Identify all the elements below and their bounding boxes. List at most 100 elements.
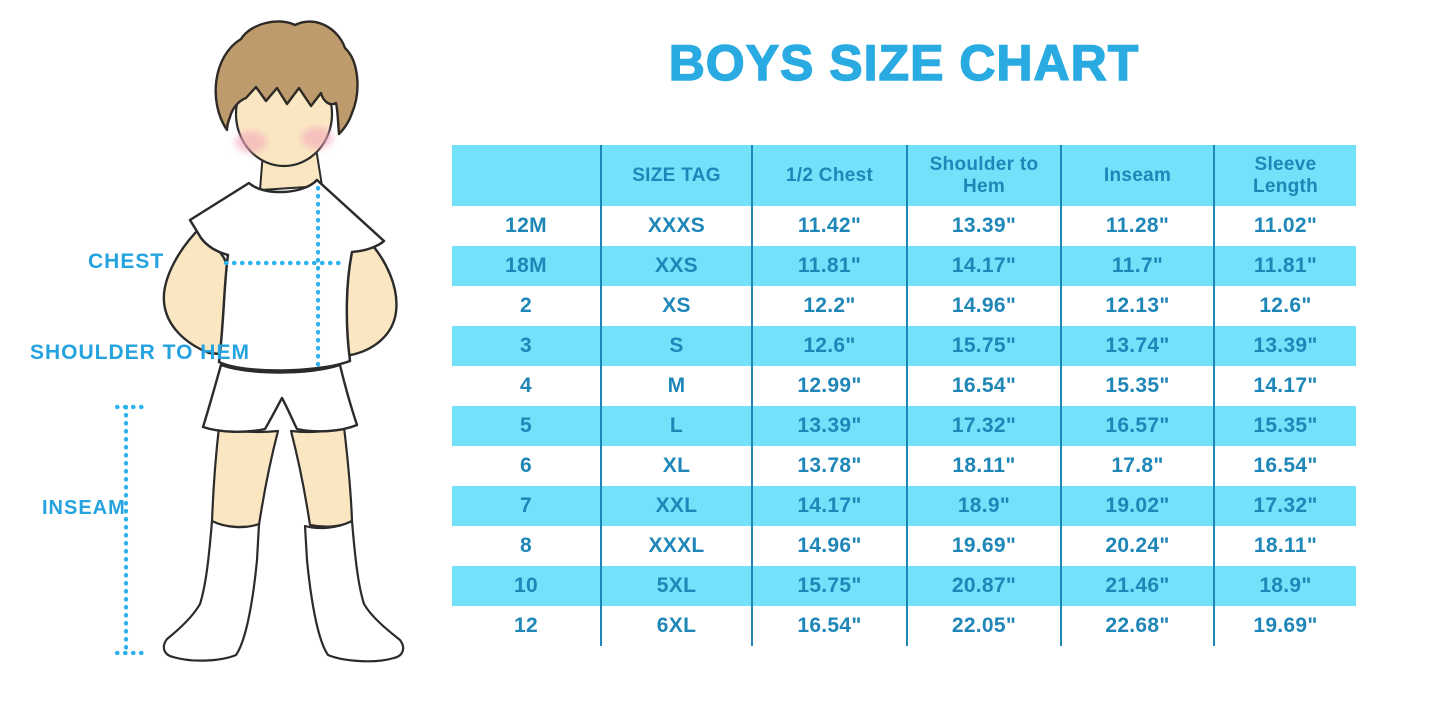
table-cell: 18.9": [908, 486, 1062, 526]
col-header-blank: [452, 145, 602, 206]
col-header-inseam: Inseam: [1062, 145, 1215, 206]
table-cell: 17.32": [908, 406, 1062, 446]
table-cell: 10: [452, 566, 602, 606]
table-cell: L: [602, 406, 753, 446]
table-cell: 17.8": [1062, 446, 1215, 486]
table-cell: 5XL: [602, 566, 753, 606]
inseam-label: INSEAM: [42, 497, 126, 519]
table-cell: 20.24": [1062, 526, 1215, 566]
table-row: 18M XXS 11.81" 14.17" 11.7" 11.81": [452, 246, 1356, 286]
col-header-sleeve-length: Sleeve Length: [1252, 153, 1319, 197]
table-row: 12 6XL 16.54" 22.05" 22.68" 19.69": [452, 606, 1356, 646]
table-cell: 12.6": [753, 326, 908, 366]
table-cell: 18.9": [1259, 574, 1312, 597]
shorts: [201, 363, 359, 433]
table-row: 5 L 13.39" 17.32" 16.57" 15.35": [452, 406, 1356, 446]
table-cell: XXL: [602, 486, 753, 526]
table-cell: 12.99": [753, 366, 908, 406]
table-cell: 20.87": [908, 566, 1062, 606]
table-row: 3 S 12.6" 15.75" 13.74" 13.39": [452, 326, 1356, 366]
table-cell: 11.81": [753, 246, 908, 286]
table-cell: 19.69": [908, 526, 1062, 566]
table-cell: 14.17": [753, 486, 908, 526]
table-cell: 13.39": [908, 206, 1062, 246]
col-header-half-chest: 1/2 Chest: [753, 145, 908, 206]
table-cell: 16.54": [908, 366, 1062, 406]
left-leg: [210, 425, 280, 529]
table-cell: 12M: [452, 206, 602, 246]
right-sock: [303, 519, 405, 663]
table-cell: 15.35": [1062, 366, 1215, 406]
table-cell: 14.17": [1253, 374, 1318, 397]
table-cell: 11.42": [753, 206, 908, 246]
chest-label: CHEST: [88, 250, 165, 273]
table-row: 7 XXL 14.17" 18.9" 19.02" 17.32": [452, 486, 1356, 526]
table-cell: 6XL: [602, 606, 753, 646]
table-cell: 14.96": [753, 526, 908, 566]
table-cell: 13.74": [1062, 326, 1215, 366]
table-cell: 13.39": [753, 406, 908, 446]
table-cell: 16.57": [1062, 406, 1215, 446]
table-cell: 11.02": [1253, 214, 1318, 237]
hair: [214, 20, 359, 136]
size-table: SIZE TAG 1/2 Chest Shoulder to Hem Insea…: [452, 145, 1356, 646]
table-cell: 14.17": [908, 246, 1062, 286]
left-cheek-blush: [235, 131, 267, 153]
table-row: 2 XS 12.2" 14.96" 12.13" 12.6": [452, 286, 1356, 326]
table-cell: 3: [452, 326, 602, 366]
table-cell: 7: [452, 486, 602, 526]
table-cell: XXS: [602, 246, 753, 286]
table-cell: XS: [602, 286, 753, 326]
table-cell: 13.39": [1253, 334, 1318, 357]
table-cell: 8: [452, 526, 602, 566]
shoulder-to-hem-label: SHOULDER TO HEM: [30, 341, 250, 364]
table-cell: 11.81": [1253, 254, 1318, 277]
table-cell: 18.11": [1253, 534, 1318, 557]
table-cell: M: [602, 366, 753, 406]
table-cell: S: [602, 326, 753, 366]
table-cell: 12.13": [1062, 286, 1215, 326]
right-cheek-blush: [301, 127, 333, 149]
table-cell: 11.7": [1062, 246, 1215, 286]
table-cell: 12.6": [1259, 294, 1312, 317]
table-cell: XXXS: [602, 206, 753, 246]
boy-figure-svg: [114, 20, 405, 663]
table-cell: 6: [452, 446, 602, 486]
table-cell: 5: [452, 406, 602, 446]
table-cell: 2: [452, 286, 602, 326]
table-cell: XXXL: [602, 526, 753, 566]
table-cell: 22.05": [908, 606, 1062, 646]
table-cell: 12: [452, 606, 602, 646]
table-cell: 16.54": [753, 606, 908, 646]
table-cell: 13.78": [753, 446, 908, 486]
col-header-size-tag: SIZE TAG: [602, 145, 753, 206]
table-row: 8 XXXL 14.96" 19.69" 20.24" 18.11": [452, 526, 1356, 566]
table-cell: 15.35": [1253, 414, 1318, 437]
table-cell: 17.32": [1253, 494, 1318, 517]
table-row: 12M XXXS 11.42" 13.39" 11.28" 11.02": [452, 206, 1356, 246]
left-sock: [162, 519, 261, 662]
table-cell: 12.2": [753, 286, 908, 326]
table-row: 6 XL 13.78" 18.11" 17.8" 16.54": [452, 446, 1356, 486]
table-cell: 4: [452, 366, 602, 406]
table-cell: 14.96": [908, 286, 1062, 326]
table-cell: 15.75": [908, 326, 1062, 366]
right-leg: [289, 425, 354, 528]
boy-illustration: CHEST SHOULDER TO HEM INSEAM: [0, 0, 452, 723]
table-cell: 18M: [452, 246, 602, 286]
table-cell: 11.28": [1062, 206, 1215, 246]
table-cell: 16.54": [1253, 454, 1318, 477]
shirt: [188, 178, 386, 372]
table-cell: 19.02": [1062, 486, 1215, 526]
table-row: 4 M 12.99" 16.54" 15.35" 14.17": [452, 366, 1356, 406]
table-cell: 19.69": [1253, 614, 1318, 637]
table-header-row: SIZE TAG 1/2 Chest Shoulder to Hem Insea…: [452, 145, 1356, 206]
col-header-shoulder-to-hem: Shoulder to Hem: [908, 145, 1062, 206]
table-row: 10 5XL 15.75" 20.87" 21.46" 18.9": [452, 566, 1356, 606]
page-title: BOYS SIZE CHART: [668, 34, 1140, 91]
table-cell: XL: [602, 446, 753, 486]
table-cell: 22.68": [1062, 606, 1215, 646]
table-cell: 18.11": [908, 446, 1062, 486]
table-cell: 15.75": [753, 566, 908, 606]
